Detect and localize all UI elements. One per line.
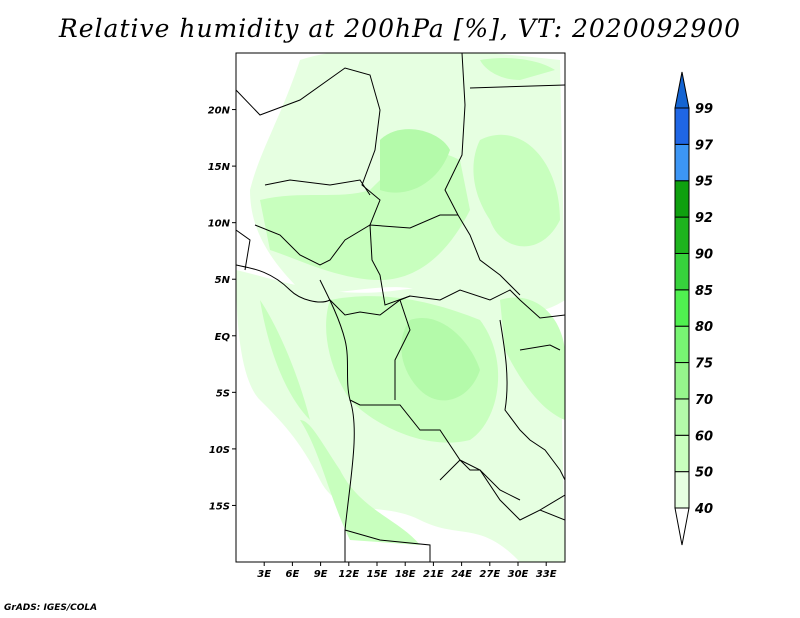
lat-tick-label: 5N (215, 275, 231, 286)
colorbar-segment (674, 216, 690, 254)
colorbar-segment (674, 107, 690, 145)
colorbar-label: 97 (695, 138, 714, 153)
lon-tick-label: 24E (451, 569, 472, 580)
colorbar-label: 50 (695, 466, 713, 481)
colorbar-segment (674, 434, 690, 473)
lat-tick-label: EQ (215, 332, 231, 343)
lon-tick-label: 18E (395, 569, 416, 580)
colorbar-above-arrow (674, 71, 690, 109)
colorbar-label: 85 (695, 284, 713, 299)
colorbar-segment (674, 289, 690, 327)
colorbar-label: 80 (695, 320, 713, 335)
colorbar-segment (674, 362, 690, 400)
lon-tick-label: 27E (479, 569, 500, 580)
lat-tick-label: 20N (208, 106, 231, 117)
map-frame (235, 52, 566, 563)
figure-title: Relative humidity at 200hPa [%], VT: 202… (58, 14, 742, 43)
lat-tick-label: 10S (209, 445, 230, 456)
colorbar-label: 60 (695, 429, 713, 444)
lat-tick-label: 15N (208, 162, 231, 173)
colorbar-label: 40 (694, 502, 713, 517)
colorbar-segment (674, 252, 690, 291)
colorbar-label: 95 (695, 175, 713, 190)
colorbar-segment (674, 143, 690, 182)
colorbar-segment (674, 180, 690, 218)
lon-tick-label: 3E (257, 569, 271, 580)
lon-tick-label: 6E (286, 569, 300, 580)
colorbar-below-arrow (674, 507, 690, 546)
lon-tick-label: 9E (314, 569, 328, 580)
lon-tick-label: 15E (367, 569, 388, 580)
country-borders (236, 53, 565, 562)
colorbar: 40 50 60 70 75 80 85 90 92 95 97 99 (674, 71, 714, 546)
colorbar-segment (674, 398, 690, 436)
lon-tick-label: 12E (338, 569, 359, 580)
colorbar-label: 75 (695, 357, 713, 372)
lat-tick-label: 10N (208, 219, 231, 230)
lon-tick-label: 33E (536, 569, 557, 580)
lon-tick-label: 21E (423, 569, 444, 580)
colorbar-label: 92 (695, 211, 713, 226)
axis-ticks: 3E 6E 9E 12E 15E 18E 21E 24E 27E 30E 33E 20N 15N 10N 5… (208, 106, 557, 580)
humidity-field (236, 53, 565, 562)
lat-tick-label: 15S (209, 501, 230, 512)
grads-credit: GrADS: IGES/COLA (4, 603, 98, 613)
colorbar-segment (674, 471, 690, 509)
colorbar-label: 70 (695, 393, 713, 408)
colorbar-label: 99 (695, 102, 713, 117)
lat-tick-label: 5S (216, 388, 230, 399)
colorbar-label: 90 (695, 247, 713, 262)
colorbar-segment (674, 325, 690, 364)
lon-tick-label: 30E (508, 569, 529, 580)
